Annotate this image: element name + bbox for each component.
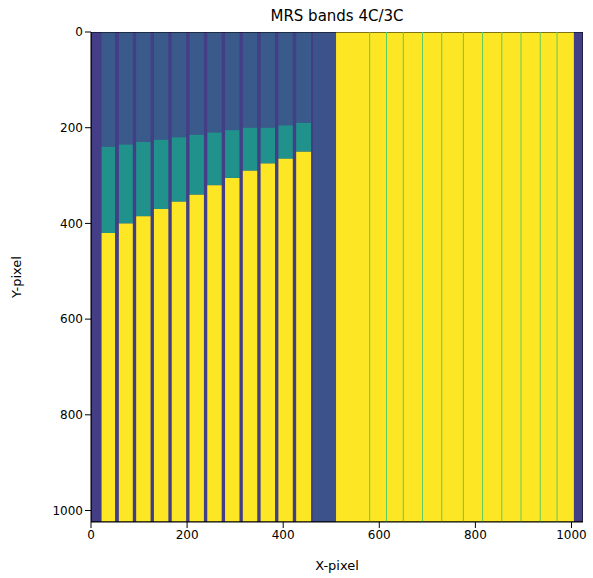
svg-text:600: 600	[368, 528, 391, 542]
svg-text:400: 400	[60, 217, 83, 231]
svg-text:800: 800	[60, 408, 83, 422]
svg-text:X-pixel: X-pixel	[315, 558, 359, 573]
svg-text:0: 0	[75, 25, 83, 39]
svg-text:1000: 1000	[556, 528, 587, 542]
svg-text:Y-pixel: Y-pixel	[9, 256, 24, 299]
svg-text:0: 0	[87, 528, 95, 542]
svg-text:400: 400	[272, 528, 295, 542]
svg-text:800: 800	[464, 528, 487, 542]
svg-text:1000: 1000	[52, 504, 83, 518]
svg-text:600: 600	[60, 312, 83, 326]
svg-text:200: 200	[176, 528, 199, 542]
svg-text:200: 200	[60, 121, 83, 135]
html-text:MRS bands 4C/3C: MRS bands 4C/3C	[270, 7, 404, 25]
